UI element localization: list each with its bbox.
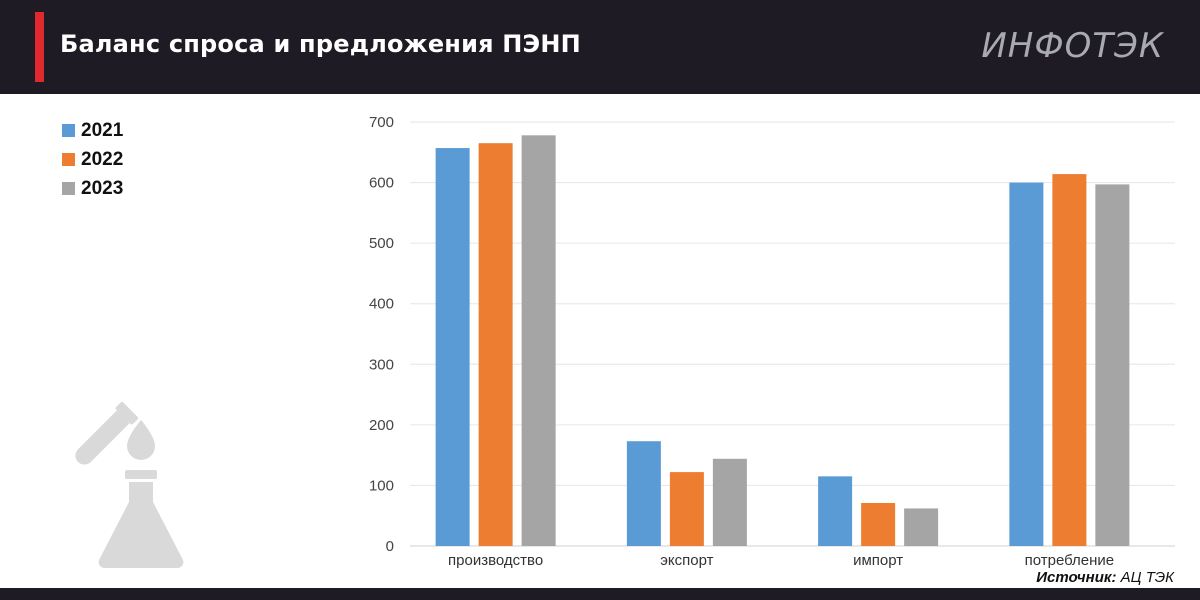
- bar-2022-0: [478, 143, 513, 546]
- bar-2023-0: [521, 135, 556, 546]
- source-label: Источник:: [1036, 569, 1117, 586]
- y-tick-label: 100: [369, 477, 394, 494]
- legend-swatch: [62, 182, 75, 195]
- header-bar: Баланс спроса и предложения ПЭНП ИНФОТЭК: [0, 0, 1200, 94]
- legend-item-2023: 2023: [62, 174, 123, 203]
- brand-logo: ИНФОТЭК: [981, 26, 1164, 66]
- legend-label: 2021: [81, 119, 124, 141]
- title-accent: [35, 12, 44, 82]
- footer-bar: [0, 588, 1200, 600]
- bar-2022-2: [861, 502, 896, 546]
- y-tick-label: 700: [369, 114, 394, 131]
- bar-2023-1: [712, 458, 747, 546]
- y-tick-label: 600: [369, 175, 394, 192]
- bar-2021-1: [626, 441, 661, 546]
- bar-2021-2: [818, 476, 853, 546]
- x-category-label: производство: [448, 552, 543, 569]
- source-value: АЦ ТЭК: [1120, 569, 1174, 586]
- y-tick-label: 400: [369, 296, 394, 313]
- y-tick-label: 500: [369, 235, 394, 252]
- legend-item-2021: 2021: [62, 116, 123, 145]
- x-category-label: импорт: [853, 552, 903, 569]
- legend: 2021 2022 2023: [62, 116, 123, 203]
- bar-2021-0: [435, 148, 470, 546]
- chart-title: Баланс спроса и предложения ПЭНП: [60, 30, 581, 58]
- bar-2022-3: [1052, 174, 1087, 546]
- x-category-label: потребление: [1025, 552, 1115, 569]
- bar-2023-3: [1095, 184, 1130, 547]
- legend-label: 2022: [81, 148, 124, 170]
- bar-2023-2: [904, 508, 939, 546]
- bar-2021-3: [1009, 182, 1044, 547]
- legend-swatch: [62, 124, 75, 137]
- legend-label: 2023: [81, 177, 124, 199]
- legend-item-2022: 2022: [62, 145, 123, 174]
- flask-icon: [75, 401, 184, 568]
- source-note: Источник: АЦ ТЭК: [1036, 569, 1174, 586]
- bar-2022-1: [669, 472, 704, 546]
- legend-swatch: [62, 153, 75, 166]
- y-tick-label: 200: [369, 417, 394, 434]
- y-tick-label: 300: [369, 356, 394, 373]
- y-tick-label: 0: [386, 538, 394, 555]
- x-category-label: экспорт: [660, 552, 713, 569]
